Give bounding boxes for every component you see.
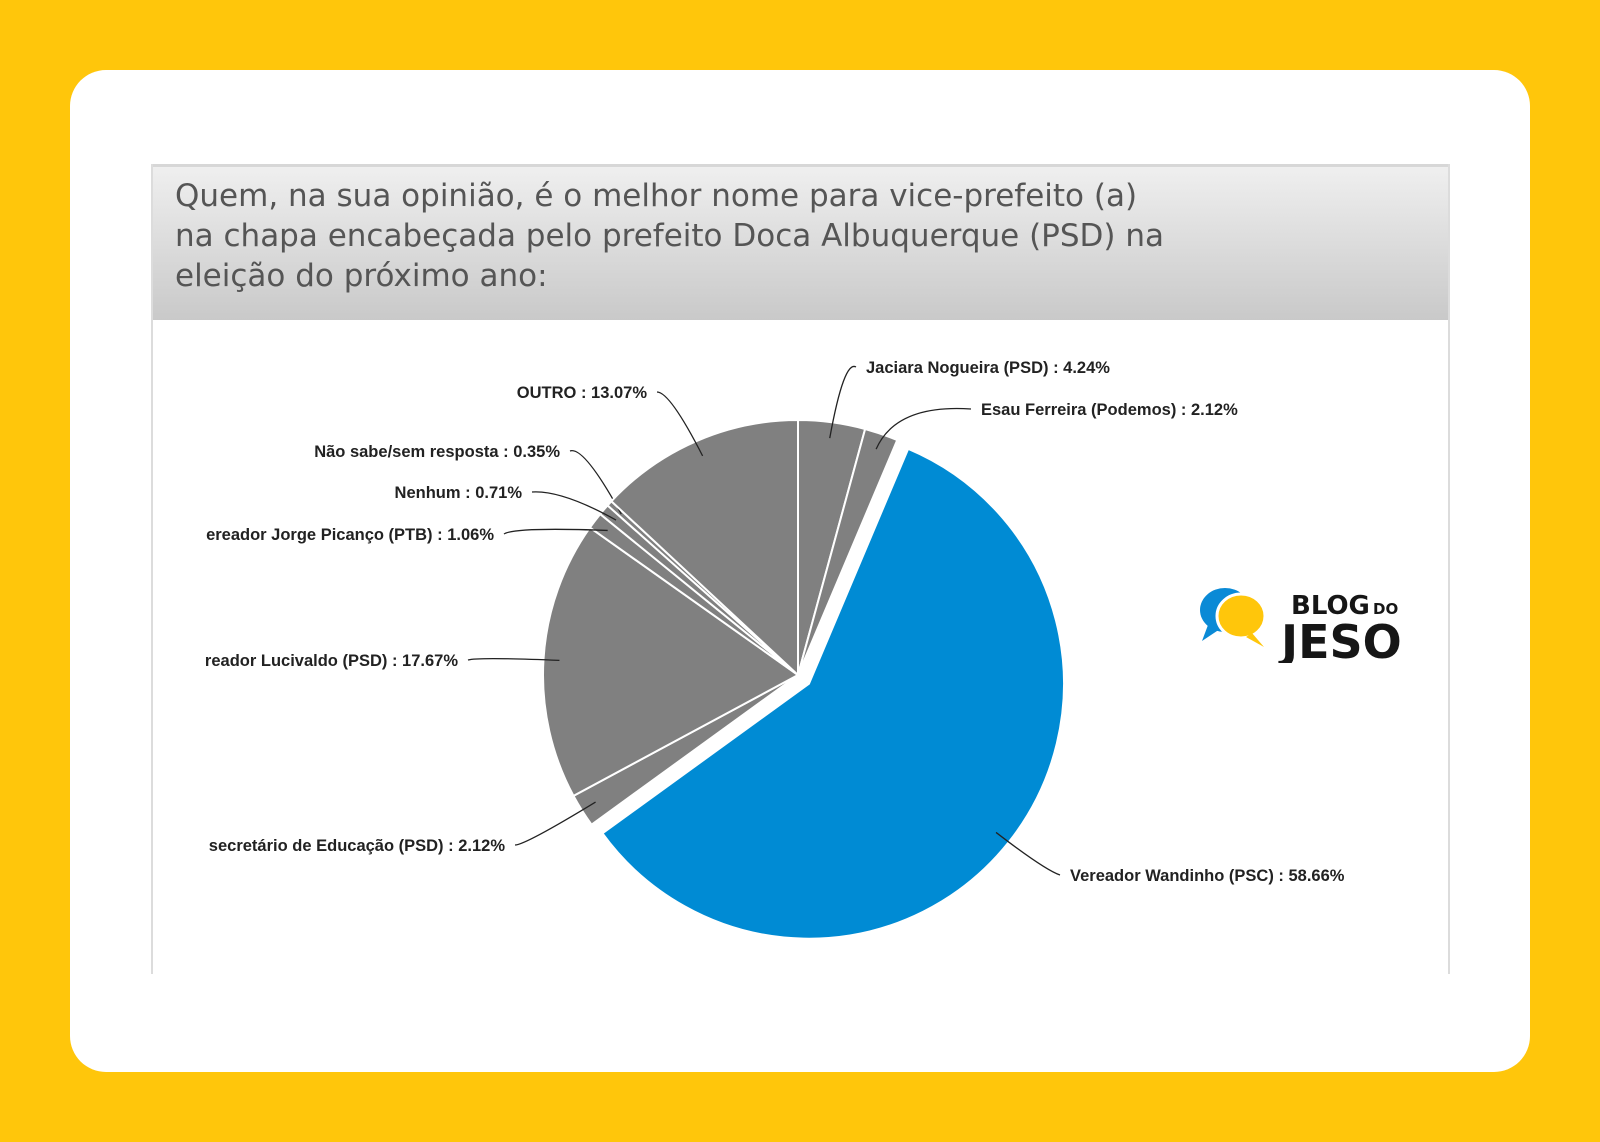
slice-label: reador Lucivaldo (PSD) : 17.67%	[205, 652, 458, 670]
slice-label: Não sabe/sem resposta : 0.35%	[314, 443, 560, 461]
slice-leader-line	[875, 407, 972, 450]
chart-title-line-3: eleição do próximo ano:	[175, 258, 548, 294]
slice-label: OUTRO : 13.07%	[517, 384, 648, 402]
slice-label: Nenhum : 0.71%	[395, 484, 523, 502]
slice-label: Esau Ferreira (Podemos) : 2.12%	[981, 401, 1238, 419]
chart-title-box: Quem, na sua opinião, é o melhor nome pa…	[153, 164, 1448, 320]
logo-word-do: DO	[1373, 600, 1398, 618]
slice-leader-line	[531, 491, 617, 521]
speech-bubbles-icon	[1200, 588, 1267, 647]
pie-slice	[609, 418, 799, 678]
slice-label: Jaciara Nogueira (PSD) : 4.24%	[866, 359, 1110, 377]
slice-leader-line	[656, 391, 704, 457]
slice-label: ereador Jorge Picanço (PTB) : 1.06%	[206, 526, 494, 544]
pie-slice	[797, 427, 899, 676]
logo-word-jeso: JESO	[1278, 615, 1402, 663]
slice-leader-line	[514, 801, 596, 846]
chart-title-line-2: na chapa encabeçada pelo prefeito Doca A…	[175, 218, 1165, 254]
slice-leader-line	[467, 657, 560, 662]
slice-leader-line	[503, 528, 608, 535]
logo-word-blog: BLOG	[1291, 591, 1370, 621]
slice-leader-line	[829, 365, 857, 439]
blog-do-jeso-logo: BLOG DO JESO	[1200, 588, 1402, 663]
slice-label: secretário de Educação (PSD) : 2.12%	[209, 837, 506, 855]
slice-leader-line	[995, 831, 1061, 876]
chart-title-line-1: Quem, na sua opinião, é o melhor nome pa…	[175, 178, 1138, 214]
slice-label: Vereador Wandinho (PSC) : 58.66%	[1070, 867, 1345, 885]
